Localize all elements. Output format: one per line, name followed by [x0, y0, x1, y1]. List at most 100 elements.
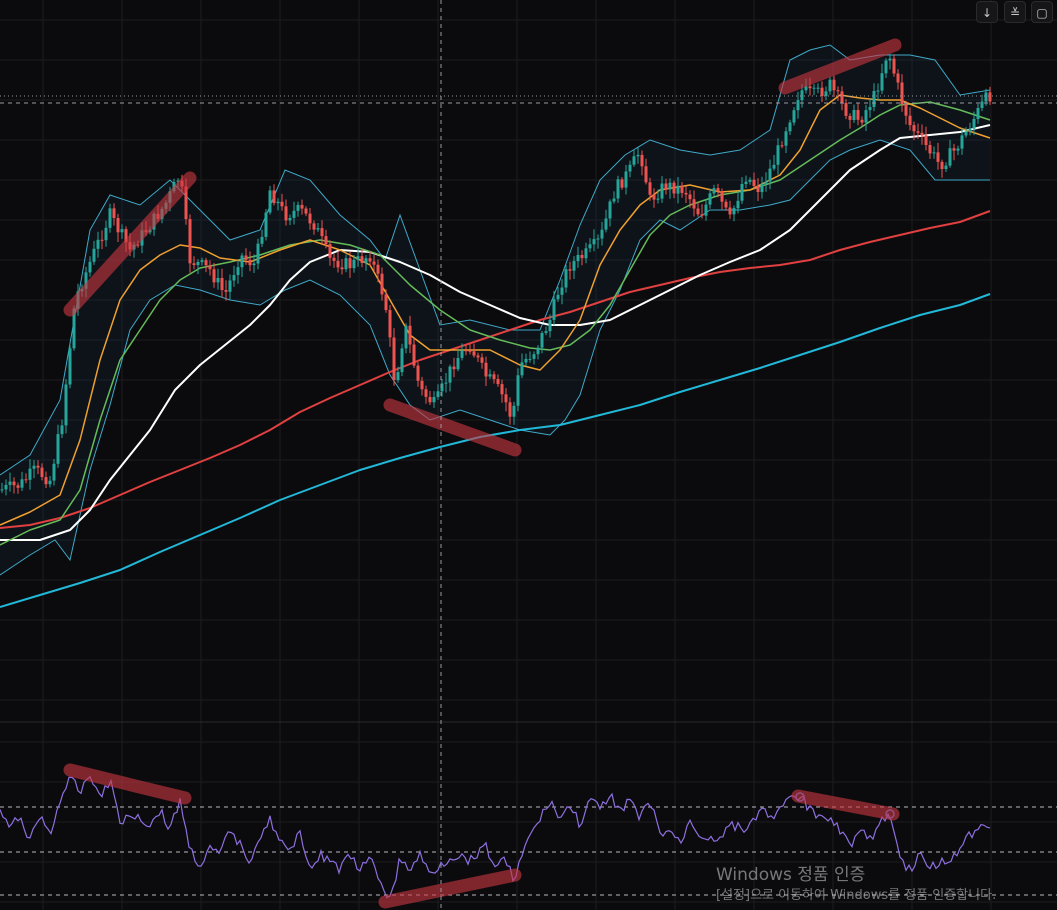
candle-body[interactable]	[656, 198, 660, 200]
candle-body[interactable]	[260, 236, 264, 244]
candle-body[interactable]	[448, 366, 452, 383]
candle-body[interactable]	[372, 261, 376, 265]
candle-body[interactable]	[56, 434, 60, 464]
candle-body[interactable]	[544, 331, 548, 333]
candle-body[interactable]	[904, 103, 908, 116]
candle-body[interactable]	[68, 348, 72, 385]
candle-body[interactable]	[304, 208, 308, 214]
candle-body[interactable]	[264, 212, 268, 237]
candle-body[interactable]	[860, 119, 864, 123]
candle-body[interactable]	[760, 184, 764, 193]
candle-body[interactable]	[64, 384, 68, 426]
ma-fast-line[interactable]	[0, 94, 991, 526]
candle-body[interactable]	[72, 308, 76, 349]
candle-body[interactable]	[908, 115, 912, 126]
candle-body[interactable]	[240, 255, 244, 268]
candle-body[interactable]	[692, 199, 696, 209]
candle-body[interactable]	[888, 58, 892, 61]
candle-body[interactable]	[704, 204, 708, 216]
candle-body[interactable]	[700, 214, 704, 216]
candle-body[interactable]	[712, 188, 716, 194]
candle-body[interactable]	[528, 358, 532, 360]
candle-body[interactable]	[964, 131, 968, 136]
candle-body[interactable]	[516, 375, 520, 406]
candle-body[interactable]	[292, 210, 296, 218]
candle-body[interactable]	[956, 148, 960, 151]
candle-body[interactable]	[948, 148, 952, 166]
candle-body[interactable]	[884, 60, 888, 74]
candle-body[interactable]	[512, 405, 516, 417]
candle-body[interactable]	[308, 213, 312, 224]
candle-body[interactable]	[176, 180, 180, 182]
candle-body[interactable]	[124, 229, 128, 243]
candle-body[interactable]	[388, 310, 392, 338]
ma-long-line[interactable]	[0, 210, 991, 529]
candle-body[interactable]	[688, 194, 692, 200]
candle-body[interactable]	[440, 383, 444, 392]
candle-body[interactable]	[400, 348, 404, 373]
candle-body[interactable]	[560, 287, 564, 295]
candle-body[interactable]	[272, 190, 276, 204]
candle-body[interactable]	[952, 148, 956, 151]
candle-body[interactable]	[936, 152, 940, 162]
price-pane[interactable]	[0, 44, 992, 608]
candle-body[interactable]	[200, 260, 204, 263]
candle-body[interactable]	[584, 248, 588, 259]
candle-body[interactable]	[24, 479, 28, 481]
candle-body[interactable]	[492, 374, 496, 380]
candle-body[interactable]	[460, 350, 464, 358]
candle-body[interactable]	[392, 337, 396, 381]
candle-body[interactable]	[184, 186, 188, 220]
trendline-highlight-rsi[interactable]	[378, 868, 522, 909]
candle-body[interactable]	[8, 481, 12, 485]
candle-body[interactable]	[764, 181, 768, 184]
trendline-highlight-rsi[interactable]	[791, 789, 900, 821]
candle-body[interactable]	[988, 92, 992, 102]
candle-body[interactable]	[256, 243, 260, 264]
candle-body[interactable]	[868, 107, 872, 111]
candle-body[interactable]	[220, 278, 224, 290]
candle-body[interactable]	[212, 269, 216, 283]
candle-body[interactable]	[572, 261, 576, 271]
candle-body[interactable]	[248, 259, 252, 266]
candle-body[interactable]	[420, 380, 424, 390]
candle-body[interactable]	[920, 132, 924, 136]
candle-body[interactable]	[116, 218, 120, 233]
trendline-highlight-rsi[interactable]	[63, 763, 192, 805]
candle-body[interactable]	[924, 135, 928, 145]
candle-body[interactable]	[360, 256, 364, 263]
candle-body[interactable]	[800, 90, 804, 101]
candle-body[interactable]	[96, 239, 100, 249]
trendline-highlight-price[interactable]	[778, 38, 902, 95]
candle-body[interactable]	[928, 145, 932, 154]
candle-body[interactable]	[732, 208, 736, 215]
candle-body[interactable]	[12, 481, 16, 486]
candle-body[interactable]	[680, 185, 684, 193]
candle-body[interactable]	[896, 73, 900, 83]
candle-body[interactable]	[136, 244, 140, 246]
candle-body[interactable]	[316, 228, 320, 230]
candle-body[interactable]	[232, 275, 236, 281]
trendline-highlight-price[interactable]	[63, 171, 197, 317]
trendline-highlight-price[interactable]	[383, 398, 522, 457]
candle-body[interactable]	[508, 402, 512, 417]
candle-body[interactable]	[564, 269, 568, 288]
candle-body[interactable]	[808, 86, 812, 89]
candle-body[interactable]	[40, 467, 44, 477]
candle-body[interactable]	[580, 255, 584, 259]
candle-body[interactable]	[912, 125, 916, 132]
candle-body[interactable]	[504, 394, 508, 403]
candle-body[interactable]	[652, 194, 656, 200]
candle-body[interactable]	[872, 91, 876, 107]
candle-body[interactable]	[476, 355, 480, 358]
candle-body[interactable]	[92, 248, 96, 262]
candle-body[interactable]	[88, 261, 92, 273]
candle-body[interactable]	[804, 86, 808, 91]
candle-body[interactable]	[856, 110, 860, 120]
candle-body[interactable]	[820, 87, 824, 96]
candle-body[interactable]	[408, 325, 412, 345]
candle-body[interactable]	[772, 164, 776, 169]
candle-body[interactable]	[976, 108, 980, 119]
candle-body[interactable]	[288, 218, 292, 221]
